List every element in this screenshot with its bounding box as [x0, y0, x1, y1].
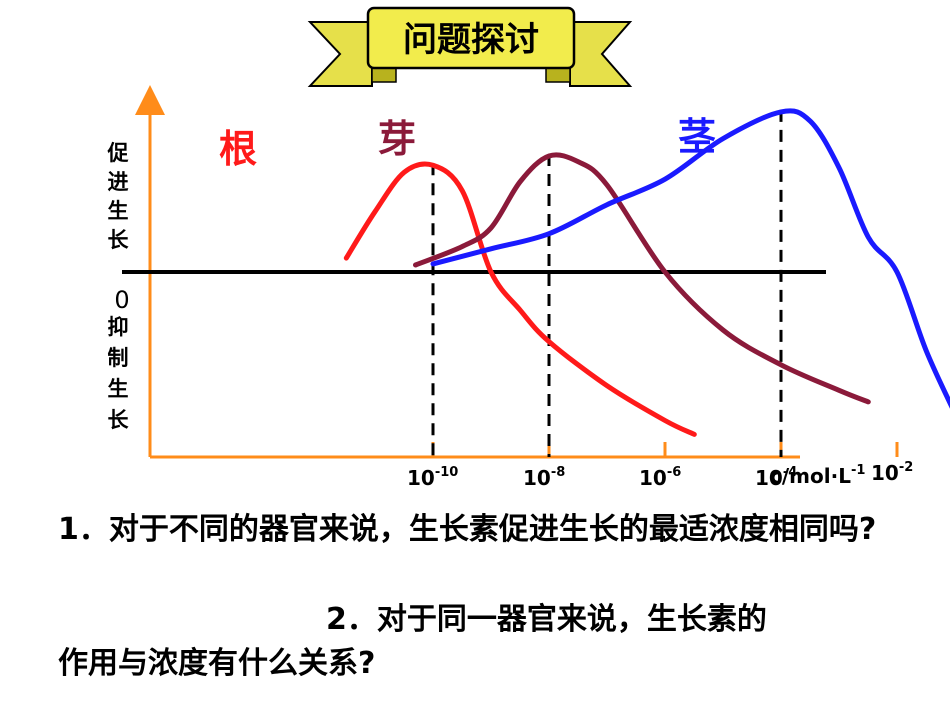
x-tick-exponent: -4 — [783, 465, 797, 480]
x-tick-label: 10-10 — [407, 465, 458, 490]
series-line — [413, 152, 871, 405]
y-label-promote-char: 生 — [108, 199, 129, 223]
x-axis-title-sup: -1 — [851, 463, 865, 478]
y-label-inhibit-char: 制 — [108, 346, 129, 370]
y-label-inhibit-char: 生 — [108, 377, 129, 401]
x-axis-title-text: c/mol·L — [770, 464, 851, 488]
x-ticks: 10-10 10-8 10-6 10-4 10-2 — [407, 442, 913, 490]
question-2-line-2: 作用与浓度有什么关系? — [58, 646, 376, 681]
y-label-inhibit-char: 长 — [108, 408, 130, 432]
x-tick-label: 10-6 — [639, 465, 681, 490]
x-tick-base: 10 — [407, 466, 435, 490]
x-tick-label: 10-2 — [871, 460, 913, 485]
x-tick-base: 10 — [755, 466, 783, 490]
banner: 问题探讨 — [307, 6, 633, 87]
x-tick-exponent: -8 — [551, 465, 565, 480]
y-label-zero: 0 — [114, 286, 129, 314]
x-tick-label: 10-8 — [523, 465, 565, 490]
y-label-promote-char: 长 — [108, 228, 130, 252]
series-label: 茎 — [678, 115, 716, 159]
y-label-inhibit: 抑 制 生 长 — [108, 315, 130, 432]
x-tick-base: 10 — [871, 461, 899, 485]
optimum-lines — [431, 109, 783, 457]
series-lines — [343, 108, 950, 437]
y-label-promote: 促 进 生 长 — [107, 141, 130, 252]
x-tick-exponent: -6 — [667, 465, 681, 480]
y-label-promote-char: 促 — [107, 141, 130, 165]
banner-title: 问题探讨 — [403, 20, 539, 60]
question-2-line-1: 2．对于同一器官来说，生长素的 — [326, 602, 767, 637]
y-label-inhibit-char: 抑 — [108, 315, 129, 339]
x-tick-exponent: -2 — [899, 460, 913, 475]
y-label-promote-char: 进 — [108, 170, 129, 194]
series-line — [343, 161, 697, 437]
question-1: 1．对于不同的器官来说，生长素促进生长的最适浓度相同吗? — [58, 512, 877, 547]
series-label: 根 — [219, 127, 257, 171]
series-label: 芽 — [378, 117, 416, 161]
x-axis-title: c/mol·L-1 — [770, 463, 865, 488]
question-2: 2．对于同一器官来说，生长素的 作用与浓度有什么关系? — [58, 598, 918, 686]
x-tick-base: 10 — [523, 466, 551, 490]
x-tick-label: 10-4 — [755, 465, 797, 490]
series-labels: 根芽茎 — [219, 115, 716, 171]
x-tick-base: 10 — [639, 466, 667, 490]
series-line — [430, 108, 950, 409]
x-tick-exponent: -10 — [435, 465, 459, 480]
